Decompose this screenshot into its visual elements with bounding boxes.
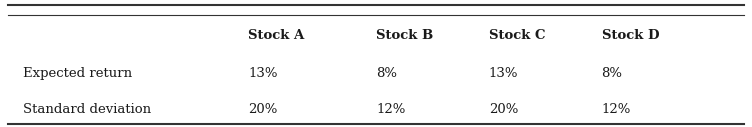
Text: Expected return: Expected return [23, 67, 132, 80]
Text: 13%: 13% [489, 67, 518, 80]
Text: 12%: 12% [602, 103, 631, 116]
Text: 20%: 20% [489, 103, 518, 116]
Text: 8%: 8% [602, 67, 623, 80]
Text: Stock A: Stock A [248, 29, 305, 42]
Text: 20%: 20% [248, 103, 277, 116]
Text: 12%: 12% [376, 103, 405, 116]
Text: Stock B: Stock B [376, 29, 433, 42]
Text: Stock C: Stock C [489, 29, 545, 42]
Text: 13%: 13% [248, 67, 277, 80]
Text: Standard deviation: Standard deviation [23, 103, 150, 116]
Text: Stock D: Stock D [602, 29, 659, 42]
Text: 8%: 8% [376, 67, 397, 80]
